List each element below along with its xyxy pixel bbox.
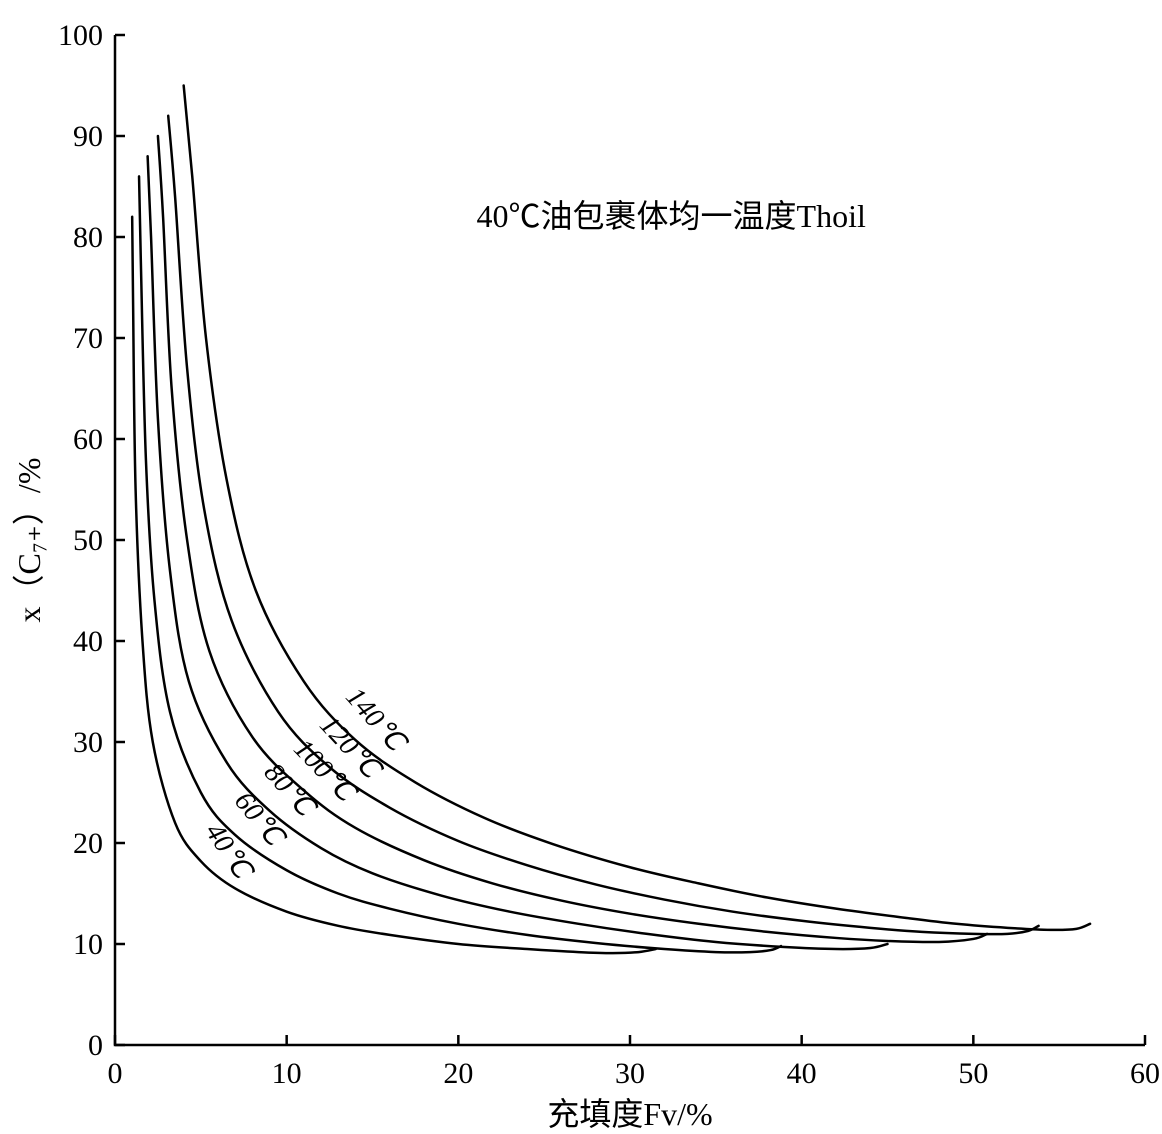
- x-tick-label: 10: [272, 1057, 302, 1090]
- y-tick-label: 10: [73, 928, 103, 961]
- chart-plate: 0 10 20 30 40 50 60 0 10 20 30 40 50 60 70 80 90 100 充填度Fv…: [0, 0, 1162, 1134]
- x-tick-label: 40: [787, 1057, 817, 1090]
- x-tick-label: 20: [443, 1057, 473, 1090]
- y-tick-label: 30: [73, 726, 103, 759]
- y-tick-label: 90: [73, 120, 103, 153]
- chart-title: 40℃油包裹体均一温度Thoil: [477, 198, 866, 234]
- y-tick-label: 60: [73, 423, 103, 456]
- x-tick-label: 60: [1130, 1057, 1160, 1090]
- y-tick-label: 0: [88, 1029, 103, 1062]
- y-tick-label: 80: [73, 221, 103, 254]
- x-tick-label: 0: [108, 1057, 123, 1090]
- x-tick-label: 50: [958, 1057, 988, 1090]
- y-tick-label: 100: [58, 19, 103, 52]
- y-tick-label: 50: [73, 524, 103, 557]
- y-tick-label: 70: [73, 322, 103, 355]
- y-tick-label: 20: [73, 827, 103, 860]
- chart-background: [0, 0, 1162, 1134]
- y-axis-label: x（C₇₊）/%: [11, 458, 47, 623]
- x-tick-label: 30: [615, 1057, 645, 1090]
- x-axis-label: 充填度Fv/%: [547, 1096, 712, 1132]
- y-tick-label: 40: [73, 625, 103, 658]
